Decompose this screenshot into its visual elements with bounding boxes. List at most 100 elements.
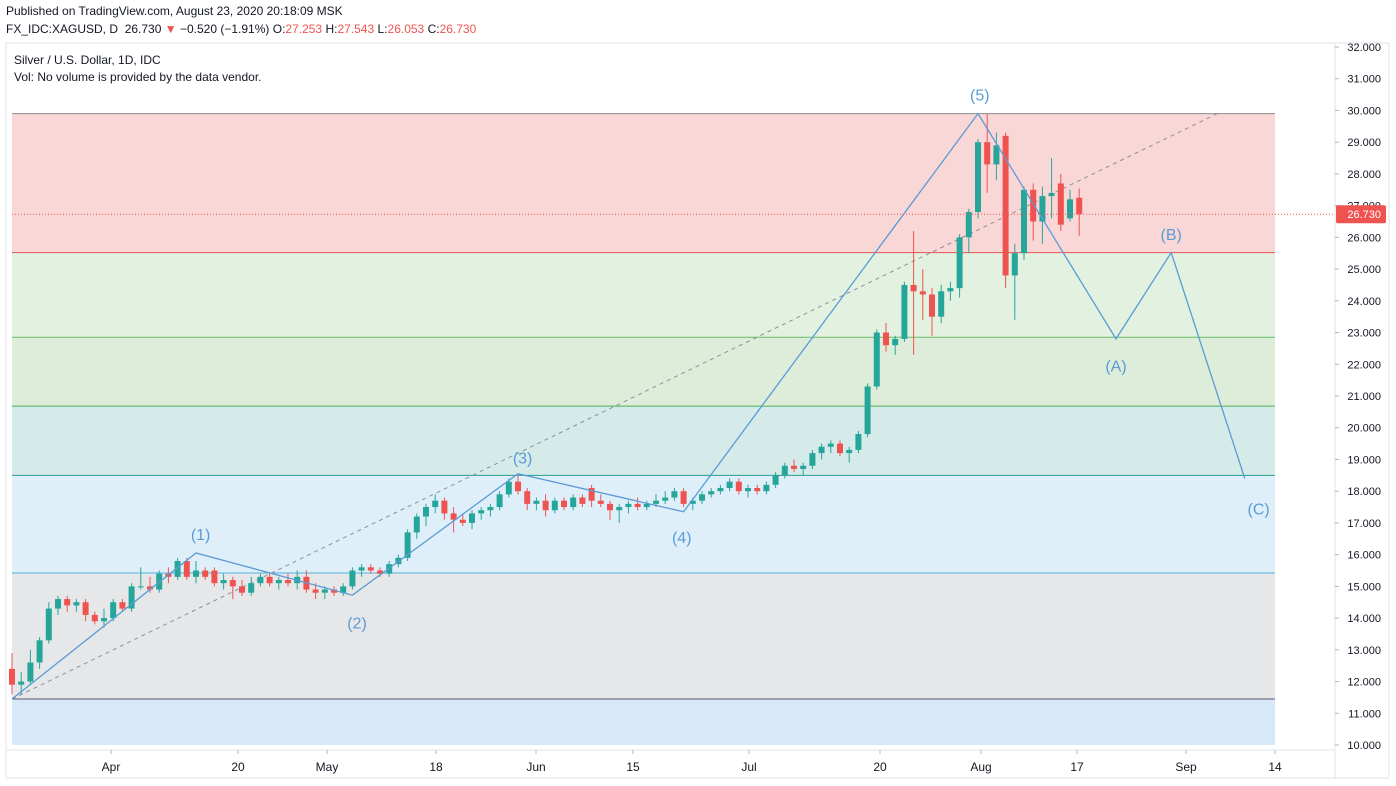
candle-body [653,500,659,504]
candle-body [36,640,43,663]
candle-body [625,503,632,508]
price-tick-label: 31.000 [1347,74,1381,86]
candle-body [993,145,1000,165]
wave-label: (B) [1161,227,1182,244]
candle-body [193,570,199,577]
candle-body [137,586,144,588]
candle-body [459,519,466,523]
candle-body [533,500,540,504]
candle-body [763,484,770,492]
candle-body [1048,192,1055,197]
time-tick-label: 18 [429,760,443,774]
time-tick-label: Apr [102,760,121,774]
candle-body [239,586,245,593]
fib-zone [12,113,1275,253]
time-tick-label: 15 [626,760,640,774]
fib-zone [12,406,1275,476]
fib-zone [12,337,1275,407]
last-price-tag-label: 26.730 [1347,209,1381,221]
candle-body [64,599,71,606]
candle-body [837,443,843,454]
close-value: 26.730 [439,22,477,36]
candle-body [1039,196,1046,222]
candle-body [257,576,264,584]
candle-body [147,586,153,590]
candle-body [947,288,954,292]
candle-body [772,475,779,485]
time-tick-label: 17 [1070,760,1084,774]
price-tick-label: 32.000 [1347,42,1381,54]
candle-body [101,618,107,622]
candle-body [229,580,236,587]
fib-zone [12,252,1275,338]
series-legend[interactable]: Silver / U.S. Dollar, 1D, IDC [14,53,161,67]
wave-label: (C) [1247,501,1269,518]
candle-body [781,465,788,476]
low-value: 26.053 [387,22,425,36]
price-tick-label: 29.000 [1347,137,1381,149]
candle-body [9,668,15,685]
candle-body [827,443,834,447]
candle-body [883,332,889,346]
candle-body [929,294,935,317]
candle-body [551,500,558,511]
candle-body [910,284,917,292]
candle-body [607,503,613,511]
candle-body [248,583,255,593]
elliott-wave-path [11,112,1246,700]
price-tick-label: 19.000 [1347,454,1381,466]
candle-body [73,602,80,606]
candle-body [340,586,347,593]
candle-body [662,497,669,501]
price-tick-label: 13.000 [1347,645,1381,657]
price-tick-label: 21.000 [1347,391,1381,403]
price-tick-label: 23.000 [1347,328,1381,340]
candle-body [478,510,485,514]
candle-body [202,570,209,577]
candle-body [1002,135,1009,276]
candle-body [515,481,521,492]
candle-body [18,681,25,685]
candle-body [579,497,586,504]
candle-body [965,211,972,238]
candle-body [901,284,908,339]
price-tick-label: 15.000 [1347,581,1381,593]
wave-label: (2) [347,616,367,633]
candles [9,113,1083,695]
high-label: H: [325,22,338,36]
candle-body [450,513,457,520]
candle-body [110,602,117,619]
open-label: O: [272,22,286,36]
candle-body [174,560,181,577]
price-tick-label: 20.000 [1347,423,1381,435]
candle-body [818,446,825,454]
candle-body [524,491,531,504]
price-tick-label: 16.000 [1347,550,1381,562]
fib-levels [12,113,1275,700]
down-arrow-icon: ▼ [164,22,177,36]
price-tick-label: 22.000 [1347,359,1381,371]
candle-body [634,503,641,508]
candle-body [266,576,273,584]
price-tick-label: 18.000 [1347,486,1381,498]
candle-body [938,291,945,317]
fib-zone [12,573,1275,699]
candle-body [689,500,696,504]
last-price: 26.730 [124,22,162,36]
candle-body [1011,253,1018,276]
last-price-layer: 26.730 [12,205,1386,224]
candle-body [1030,189,1037,222]
candle-body [423,507,429,517]
price-tick-label: 10.000 [1347,740,1381,752]
price-change: −0.520 (−1.91%) [179,22,270,36]
candle-body [128,586,135,609]
fib-zone [12,698,1275,745]
price-tick-label: 11.000 [1348,708,1381,720]
candle-body [1067,199,1073,219]
candle-body [358,567,365,571]
wave-label: (A) [1105,359,1126,376]
candle-body [1076,197,1083,215]
candle-body [864,386,871,435]
candle-body [441,500,448,514]
